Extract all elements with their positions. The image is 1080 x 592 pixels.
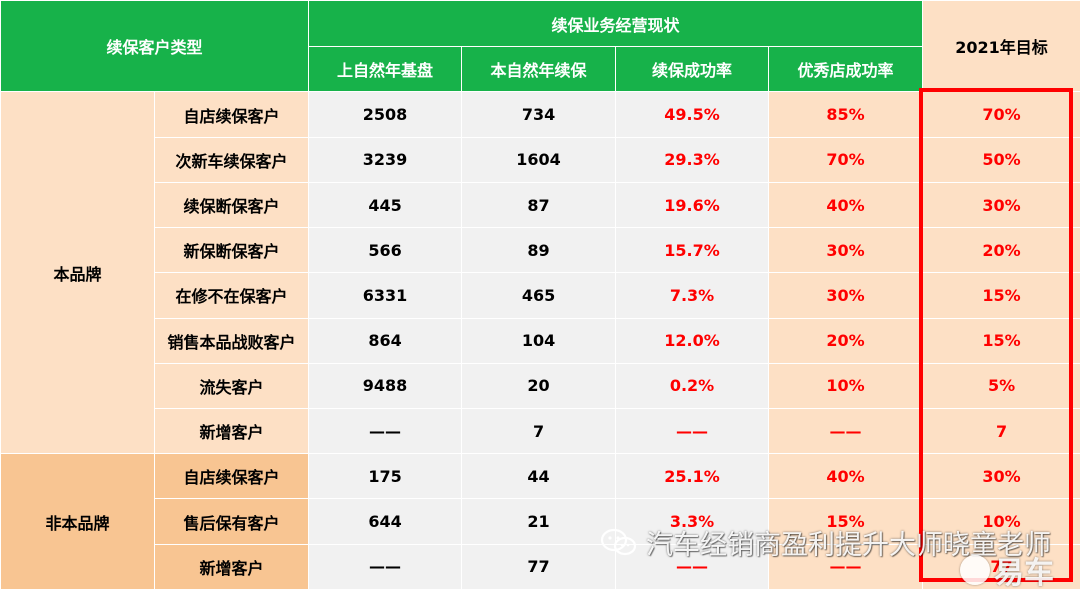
customer-type-cell: 流失客户 (155, 363, 309, 408)
target-cell: 15% (923, 318, 1080, 363)
header-row-1: 续保客户类型 续保业务经营现状 2021年目标 (1, 1, 1080, 47)
customer-type-cell: 次新车续保客户 (155, 137, 309, 182)
renewal-count-cell: 20 (462, 363, 616, 408)
success-rate-cell: 3.3% (616, 499, 769, 544)
best-store-rate-cell: —— (769, 544, 923, 589)
table-row: 新增客户——77————77 (1, 544, 1080, 589)
customer-type-cell: 新增客户 (155, 408, 309, 453)
renewal-count-cell: 87 (462, 182, 616, 227)
base-count-cell: 9488 (309, 363, 462, 408)
target-cell: 70% (923, 92, 1080, 137)
renewal-count-cell: 21 (462, 499, 616, 544)
group-label-own-brand: 本品牌 (1, 92, 155, 454)
best-store-rate-cell: 40% (769, 454, 923, 499)
target-cell: 50% (923, 137, 1080, 182)
best-store-rate-cell: 70% (769, 137, 923, 182)
customer-type-cell: 自店续保客户 (155, 454, 309, 499)
header-business-status: 续保业务经营现状 (309, 1, 923, 47)
group-label-other-brand: 非本品牌 (1, 454, 155, 590)
target-cell: 30% (923, 454, 1080, 499)
target-cell: 15% (923, 273, 1080, 318)
header-col-renew: 本自然年续保 (462, 47, 616, 92)
header-customer-type: 续保客户类型 (1, 1, 309, 92)
renewal-count-cell: 77 (462, 544, 616, 589)
best-store-rate-cell: 30% (769, 228, 923, 273)
base-count-cell: 445 (309, 182, 462, 227)
header-2021-target: 2021年目标 (923, 1, 1080, 92)
best-store-rate-cell: 20% (769, 318, 923, 363)
success-rate-cell: 0.2% (616, 363, 769, 408)
base-count-cell: 2508 (309, 92, 462, 137)
base-count-cell: —— (309, 544, 462, 589)
table-row: 新增客户——7————7 (1, 408, 1080, 453)
renewal-count-cell: 1604 (462, 137, 616, 182)
best-store-rate-cell: 30% (769, 273, 923, 318)
best-store-rate-cell: 10% (769, 363, 923, 408)
header-col-base: 上自然年基盘 (309, 47, 462, 92)
renewal-count-cell: 44 (462, 454, 616, 499)
base-count-cell: 644 (309, 499, 462, 544)
renewal-count-cell: 7 (462, 408, 616, 453)
customer-type-cell: 自店续保客户 (155, 92, 309, 137)
success-rate-cell: 29.3% (616, 137, 769, 182)
target-cell: 77 (923, 544, 1080, 589)
target-cell: 5% (923, 363, 1080, 408)
customer-type-cell: 新增客户 (155, 544, 309, 589)
target-cell: 30% (923, 182, 1080, 227)
renewal-count-cell: 104 (462, 318, 616, 363)
success-rate-cell: 7.3% (616, 273, 769, 318)
header-col-best-rate: 优秀店成功率 (769, 47, 923, 92)
success-rate-cell: —— (616, 544, 769, 589)
success-rate-cell: 12.0% (616, 318, 769, 363)
base-count-cell: 864 (309, 318, 462, 363)
best-store-rate-cell: —— (769, 408, 923, 453)
base-count-cell: 175 (309, 454, 462, 499)
customer-type-cell: 新保断保客户 (155, 228, 309, 273)
success-rate-cell: 49.5% (616, 92, 769, 137)
success-rate-cell: 25.1% (616, 454, 769, 499)
customer-type-cell: 续保断保客户 (155, 182, 309, 227)
target-cell: 7 (923, 408, 1080, 453)
renewal-count-cell: 89 (462, 228, 616, 273)
base-count-cell: 3239 (309, 137, 462, 182)
base-count-cell: 566 (309, 228, 462, 273)
customer-type-cell: 销售本品战败客户 (155, 318, 309, 363)
best-store-rate-cell: 85% (769, 92, 923, 137)
best-store-rate-cell: 40% (769, 182, 923, 227)
base-count-cell: 6331 (309, 273, 462, 318)
target-cell: 10% (923, 499, 1080, 544)
renewal-count-cell: 734 (462, 92, 616, 137)
customer-type-cell: 在修不在保客户 (155, 273, 309, 318)
header-col-rate: 续保成功率 (616, 47, 769, 92)
best-store-rate-cell: 15% (769, 499, 923, 544)
customer-type-cell: 售后保有客户 (155, 499, 309, 544)
success-rate-cell: 15.7% (616, 228, 769, 273)
renewal-count-cell: 465 (462, 273, 616, 318)
base-count-cell: —— (309, 408, 462, 453)
success-rate-cell: —— (616, 408, 769, 453)
success-rate-cell: 19.6% (616, 182, 769, 227)
target-cell: 20% (923, 228, 1080, 273)
